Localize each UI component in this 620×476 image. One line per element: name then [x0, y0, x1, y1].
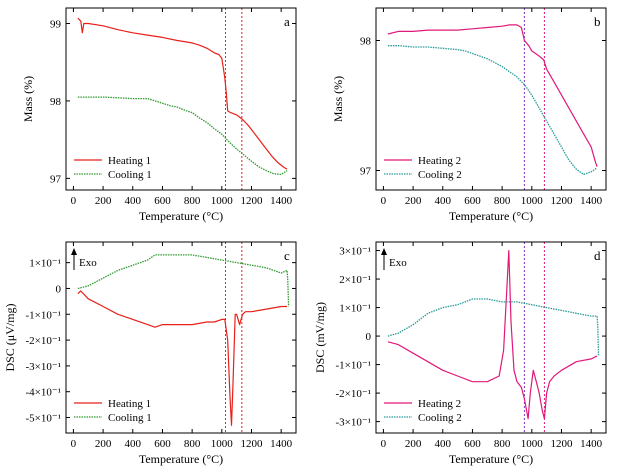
exo-arrow-head-icon	[381, 248, 387, 255]
x-tick-label: 1200	[550, 438, 573, 450]
x-tick-label: 200	[405, 438, 422, 450]
legend-label: Cooling 1	[108, 412, 152, 424]
x-tick-label: 1400	[580, 438, 603, 450]
x-axis-label: Temperature (°C)	[449, 452, 533, 466]
x-tick-label: 1200	[240, 195, 263, 207]
y-tick-label: -4×10⁻¹	[26, 387, 61, 399]
y-tick-label: -2×10⁻¹	[26, 335, 61, 347]
x-tick-label: 600	[154, 195, 171, 207]
plot-frame	[65, 241, 297, 434]
panel-label: a	[284, 14, 290, 29]
y-tick-label: 98	[50, 96, 62, 108]
exo-arrow-head-icon	[71, 248, 77, 255]
x-axis-label: Temperature (°C)	[139, 209, 223, 223]
legend-label: Heating 1	[108, 398, 151, 410]
panel-d: 0 200 400 600 800 1000 1200 1400 3×10⁻¹ 2×10⁻¹ 1×1…	[313, 241, 607, 466]
panel-label: d	[594, 248, 601, 263]
y-tick-label: 1×10⁻¹	[339, 303, 371, 315]
series-line-heating-1	[77, 17, 288, 170]
y-tick-label: -3×10⁻¹	[26, 361, 61, 373]
x-tick-label: 400	[125, 438, 142, 450]
panel-label: b	[594, 14, 601, 29]
y-tick-label: 99	[50, 18, 62, 30]
panel-b: 0 200 400 600 800 1000 1200 1400 97 98 Temperature…	[331, 7, 607, 223]
y-axis-label: DSC (mV/mg)	[313, 302, 327, 373]
y-tick-label: 0	[366, 331, 372, 343]
series-line-cooling-1	[77, 96, 288, 176]
y-axis-label: Mass (%)	[331, 76, 345, 122]
legend-label: Heating 2	[418, 155, 461, 167]
y-tick-label: -3×10⁻¹	[336, 417, 371, 429]
legend-label: Cooling 2	[418, 169, 462, 181]
x-tick-label: 400	[435, 195, 452, 207]
x-tick-label: 800	[494, 195, 511, 207]
y-tick-label: -2×10⁻¹	[336, 388, 371, 400]
y-tick-label: -1×10⁻¹	[336, 360, 371, 372]
x-tick-label: 1000	[521, 438, 544, 450]
legend-label: Cooling 1	[108, 169, 152, 181]
x-axis-label: Temperature (°C)	[139, 452, 223, 466]
x-tick-label: 200	[95, 195, 112, 207]
y-tick-label: -1×10⁻¹	[26, 309, 61, 321]
x-tick-label: 0	[71, 195, 77, 207]
x-tick-label: 400	[125, 195, 142, 207]
y-tick-label: 3×10⁻¹	[339, 246, 371, 258]
panel-label: c	[284, 248, 290, 263]
x-tick-label: 1000	[521, 195, 544, 207]
legend-label: Heating 1	[108, 155, 151, 167]
x-tick-label: 1200	[550, 195, 573, 207]
series-line-heating-2	[387, 24, 598, 167]
y-tick-label: 1×10⁻¹	[29, 258, 61, 270]
x-tick-label: 600	[464, 438, 481, 450]
y-axis-label: DSC (μV/mg)	[3, 303, 17, 371]
x-tick-label: 1000	[211, 195, 234, 207]
x-tick-label: 0	[381, 195, 387, 207]
x-tick-label: 1400	[270, 195, 293, 207]
x-tick-label: 0	[71, 438, 77, 450]
legend-label: Cooling 2	[418, 412, 462, 424]
y-tick-label: 0	[56, 283, 62, 295]
plot-frame	[65, 7, 297, 191]
y-tick-label: 97	[50, 173, 62, 185]
series-line-cooling-2	[387, 298, 600, 357]
x-tick-label: 400	[435, 438, 452, 450]
legend-label: Heating 2	[418, 398, 461, 410]
x-axis-label: Temperature (°C)	[449, 209, 533, 223]
plot-frame	[375, 7, 607, 191]
x-tick-label: 1000	[211, 438, 234, 450]
x-tick-label: 1400	[270, 438, 293, 450]
series-line-heating-1	[77, 290, 288, 426]
series-line-cooling-1	[77, 254, 290, 307]
x-tick-label: 0	[381, 438, 387, 450]
x-tick-label: 800	[184, 195, 201, 207]
y-tick-label: 97	[360, 166, 372, 178]
y-tick-label: -5×10⁻¹	[26, 413, 61, 425]
series-line-cooling-2	[387, 45, 598, 176]
x-tick-label: 200	[405, 195, 422, 207]
panel-a: 0 200 400 600 800 1000 1200 1400 97 98 99 Temperatu…	[21, 7, 297, 223]
x-tick-label: 600	[464, 195, 481, 207]
x-tick-label: 200	[95, 438, 112, 450]
series-line-heating-2	[387, 250, 598, 420]
x-tick-label: 1400	[580, 195, 603, 207]
x-tick-label: 1200	[240, 438, 263, 450]
plot-frame	[375, 241, 607, 434]
y-tick-label: 98	[360, 36, 372, 48]
y-axis-label: Mass (%)	[21, 76, 35, 122]
exo-label: Exo	[79, 257, 97, 269]
y-tick-label: 2×10⁻¹	[339, 274, 371, 286]
panel-c: 0 200 400 600 800 1000 1200 1400 1×10⁻¹ 0 -1×10⁻¹ -…	[3, 241, 297, 466]
x-tick-label: 800	[184, 438, 201, 450]
x-tick-label: 800	[494, 438, 511, 450]
x-tick-label: 600	[154, 438, 171, 450]
exo-label: Exo	[389, 257, 407, 269]
